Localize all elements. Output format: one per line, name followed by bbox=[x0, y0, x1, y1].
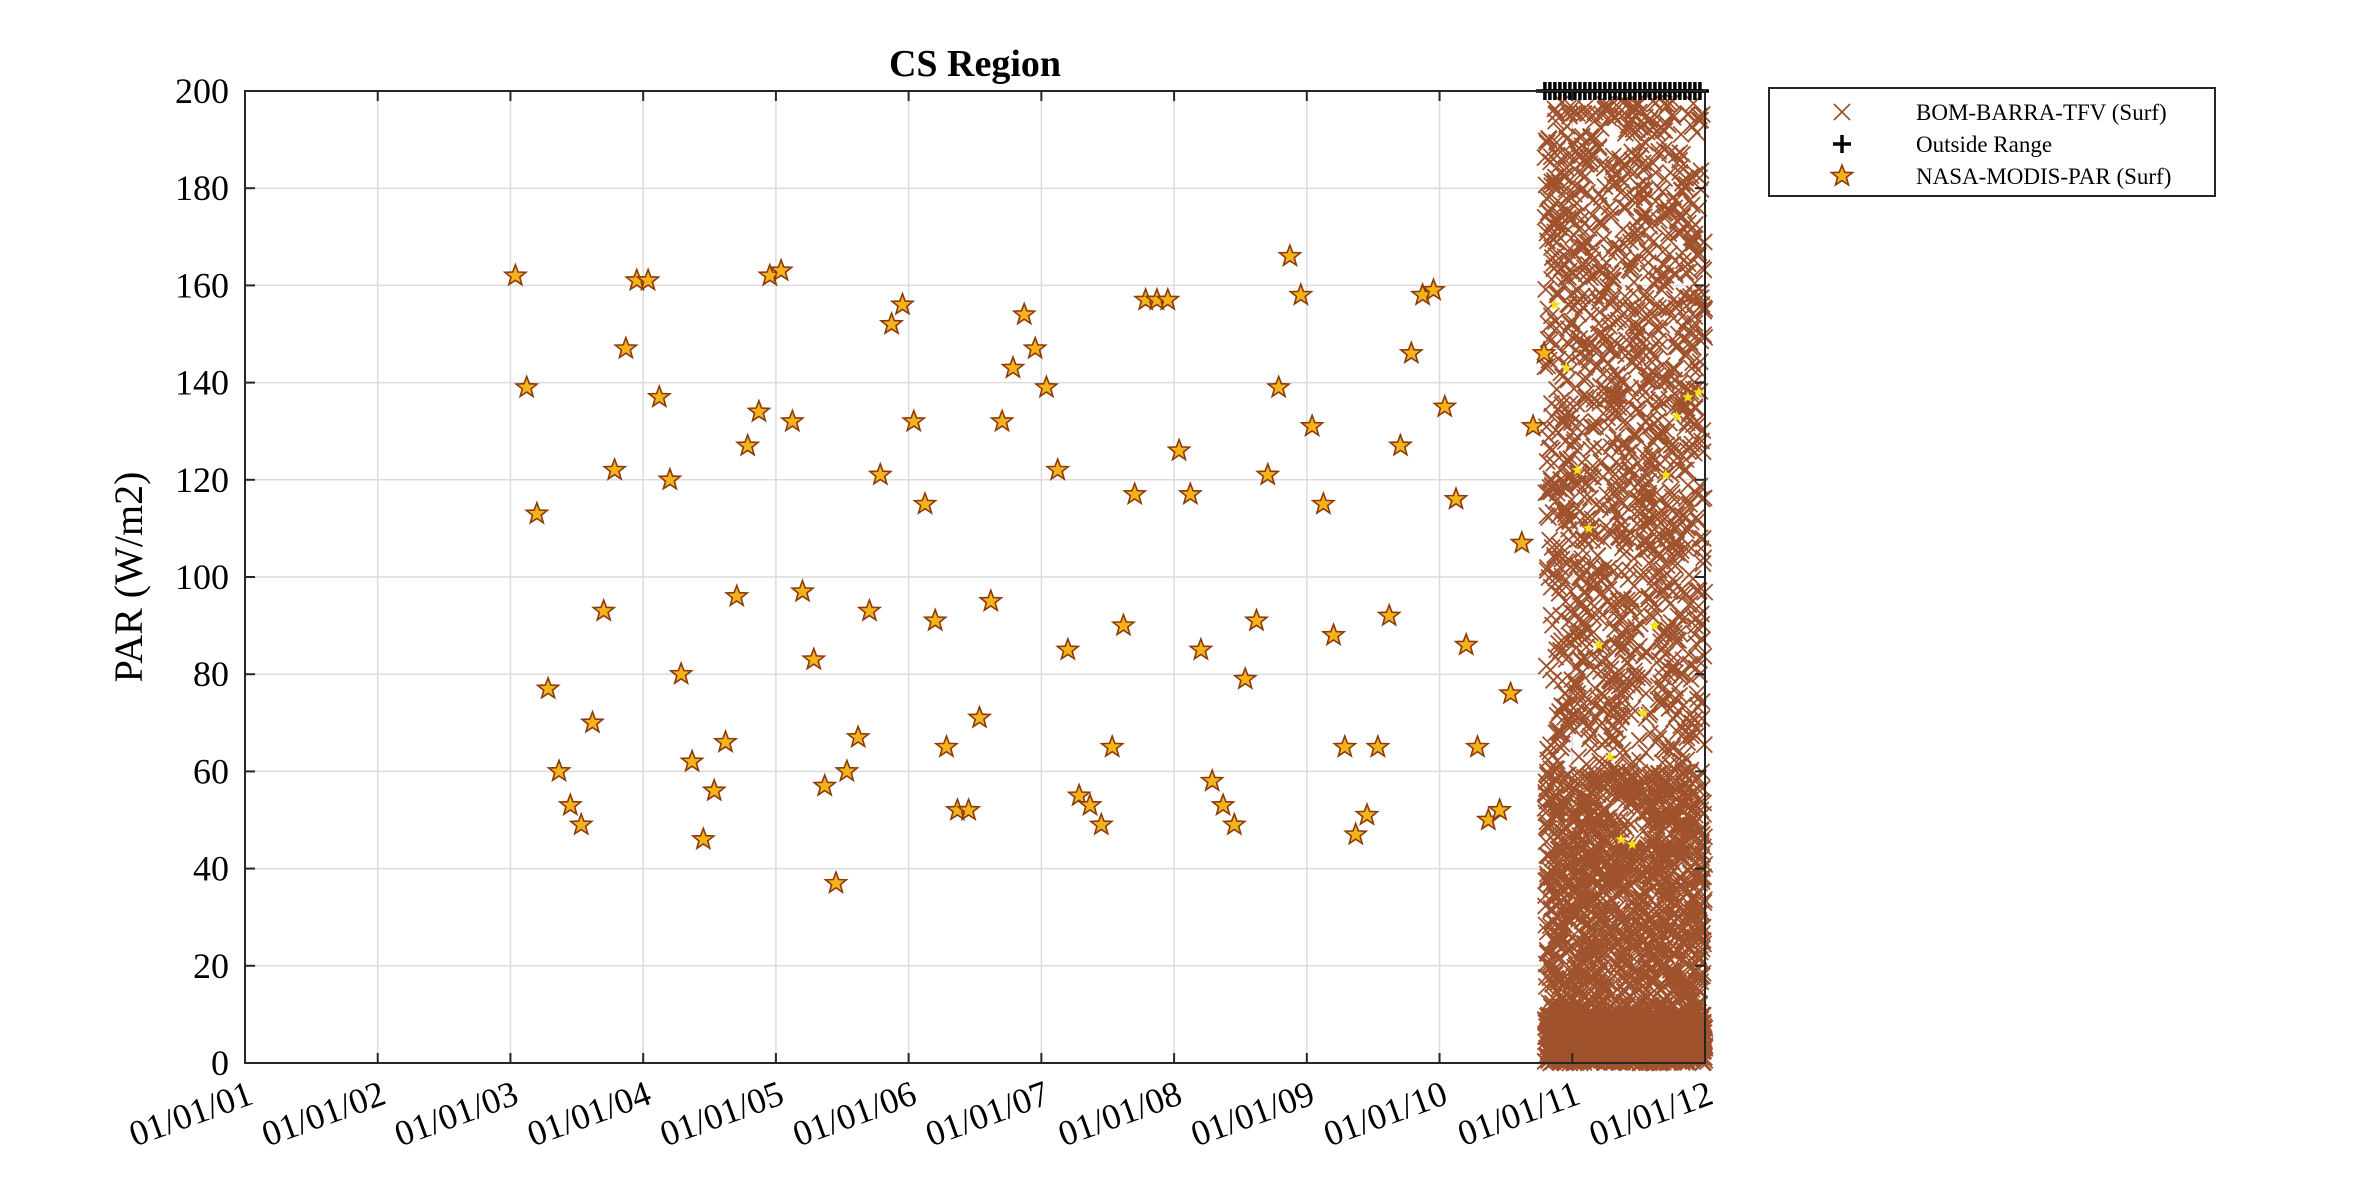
y-tick-label: 0 bbox=[211, 1043, 229, 1083]
y-tick-label: 100 bbox=[175, 557, 229, 597]
y-tick-label: 60 bbox=[193, 751, 229, 791]
legend-label: NASA-MODIS-PAR (Surf) bbox=[1916, 164, 2171, 189]
legend-label: Outside Range bbox=[1916, 132, 2052, 157]
y-tick-label: 180 bbox=[175, 168, 229, 208]
y-tick-label: 40 bbox=[193, 849, 229, 889]
barra-marker bbox=[1682, 359, 1701, 377]
y-tick-label: 120 bbox=[175, 460, 229, 500]
barra-marker bbox=[1538, 561, 1556, 580]
barra-marker bbox=[1692, 162, 1710, 180]
barra-marker bbox=[1617, 199, 1635, 217]
barra-marker bbox=[1593, 735, 1611, 753]
barra-marker bbox=[1543, 616, 1562, 634]
barra-marker bbox=[1675, 461, 1693, 479]
chart-title: CS Region bbox=[889, 43, 1061, 85]
y-tick-label: 140 bbox=[175, 363, 229, 403]
barra-marker bbox=[1542, 270, 1561, 288]
y-tick-label: 20 bbox=[193, 946, 229, 986]
barra-marker bbox=[1645, 595, 1663, 614]
barra-marker bbox=[1577, 388, 1595, 407]
y-axis-label: PAR (W/m2) bbox=[106, 472, 151, 683]
y-tick-label: 200 bbox=[175, 71, 229, 111]
barra-marker bbox=[1625, 388, 1643, 406]
barra-marker bbox=[1692, 539, 1710, 558]
barra-marker bbox=[1672, 542, 1690, 560]
barra-marker bbox=[1589, 546, 1607, 565]
barra-marker bbox=[1693, 105, 1711, 124]
barra-marker bbox=[1657, 740, 1676, 758]
barra-marker bbox=[1653, 281, 1671, 299]
barra-marker bbox=[1644, 608, 1662, 626]
barra-marker bbox=[1630, 731, 1648, 750]
barra-marker bbox=[1558, 450, 1576, 468]
barra-marker bbox=[1650, 338, 1669, 356]
legend: BOM-BARRA-TFV (Surf) Outside Range NASA-MO… bbox=[1768, 87, 2216, 197]
barra-series bbox=[1536, 92, 1714, 1072]
y-tick-label: 160 bbox=[175, 265, 229, 305]
barra-marker bbox=[1610, 239, 1629, 257]
barra-marker bbox=[1637, 684, 1655, 703]
barra-marker bbox=[1664, 710, 1683, 728]
barra-marker bbox=[1688, 651, 1707, 669]
barra-marker bbox=[1619, 436, 1637, 455]
y-tick-label: 80 bbox=[193, 654, 229, 694]
legend-label: BOM-BARRA-TFV (Surf) bbox=[1916, 100, 2167, 125]
barra-marker bbox=[1653, 316, 1671, 334]
